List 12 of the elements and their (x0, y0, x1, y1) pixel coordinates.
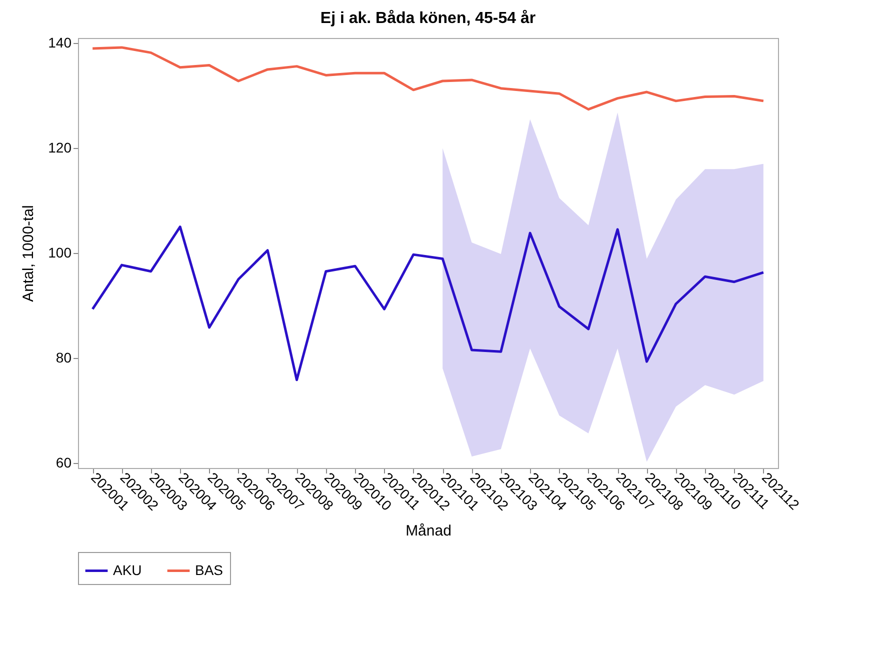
y-tick-label: 60 (56, 454, 72, 470)
line-series (91, 226, 765, 382)
line-series (91, 46, 765, 111)
x-axis-title: Månad (406, 522, 452, 540)
y-axis-title: Antal, 1000-tal (20, 205, 38, 302)
legend-label: AKU (113, 562, 142, 578)
chart-title: Ej i ak. Båda könen, 45-54 år (320, 9, 536, 28)
legend-label: BAS (195, 562, 224, 578)
y-tick-label: 120 (48, 140, 72, 156)
y-tick-label: 140 (48, 34, 72, 51)
y-tick-label: 80 (56, 349, 72, 366)
y-tick-label: 100 (48, 244, 72, 260)
